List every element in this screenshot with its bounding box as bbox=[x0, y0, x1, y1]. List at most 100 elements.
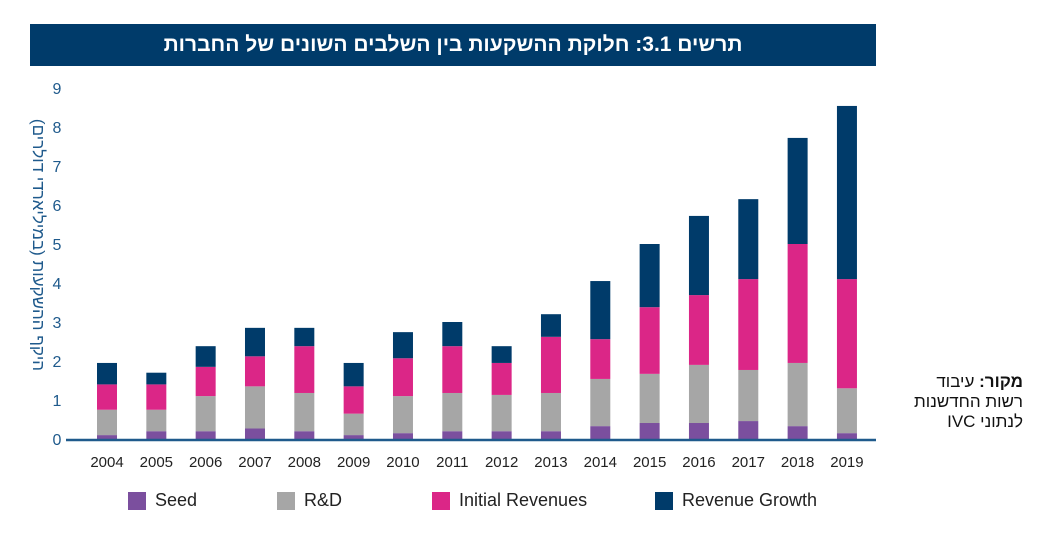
bar-initial-revenues-2005 bbox=[146, 384, 167, 410]
bar-revenue-growth-2012 bbox=[491, 346, 512, 363]
bar-r-d-2010 bbox=[392, 396, 413, 434]
bar-seed-2013 bbox=[540, 431, 561, 439]
y-tick-label: 0 bbox=[53, 432, 62, 449]
y-tick-label: 5 bbox=[53, 237, 62, 254]
bar-initial-revenues-2012 bbox=[491, 362, 512, 395]
bar-r-d-2007 bbox=[244, 386, 265, 429]
bar-revenue-growth-2018 bbox=[787, 137, 808, 244]
bar-revenue-growth-2019 bbox=[836, 105, 857, 280]
x-tick-label: 2018 bbox=[781, 454, 814, 471]
bar-initial-revenues-2007 bbox=[244, 356, 265, 387]
y-tick-label: 3 bbox=[53, 315, 62, 332]
x-tick-label: 2006 bbox=[189, 454, 222, 471]
x-tick-label: 2014 bbox=[584, 454, 617, 471]
x-tick-label: 2005 bbox=[140, 454, 173, 471]
bar-initial-revenues-2008 bbox=[294, 346, 315, 393]
bar-revenue-growth-2009 bbox=[343, 362, 364, 387]
bar-seed-2009 bbox=[343, 435, 364, 439]
bar-r-d-2015 bbox=[639, 373, 660, 424]
source-line2: רשות החדשנות bbox=[914, 392, 1023, 411]
bar-seed-2004 bbox=[97, 435, 117, 439]
bar-r-d-2018 bbox=[787, 362, 808, 427]
bar-initial-revenues-2019 bbox=[836, 279, 857, 389]
bar-seed-2019 bbox=[836, 433, 857, 439]
bar-seed-2011 bbox=[442, 431, 463, 439]
bar-seed-2010 bbox=[392, 433, 413, 439]
bar-seed-2014 bbox=[590, 426, 611, 439]
bar-seed-2006 bbox=[195, 431, 216, 439]
bar-revenue-growth-2011 bbox=[442, 322, 463, 347]
bar-initial-revenues-2009 bbox=[343, 386, 364, 414]
x-tick-label: 2004 bbox=[90, 454, 123, 471]
bar-revenue-growth-2013 bbox=[540, 314, 561, 337]
bar-r-d-2013 bbox=[540, 392, 561, 432]
bar-revenue-growth-2008 bbox=[294, 327, 315, 347]
legend-label: Seed bbox=[155, 490, 198, 510]
chart-title: תרשים 3.1: חלוקת ההשקעות בין השלבים השונ… bbox=[30, 24, 876, 66]
y-tick-label: 8 bbox=[53, 120, 62, 137]
y-tick-label: 6 bbox=[53, 198, 62, 215]
legend-label: Initial Revenues bbox=[459, 490, 588, 510]
bar-initial-revenues-2015 bbox=[639, 307, 660, 374]
y-tick-label: 9 bbox=[53, 81, 62, 98]
x-tick-label: 2007 bbox=[238, 454, 271, 471]
bar-initial-revenues-2004 bbox=[97, 384, 117, 410]
legend-swatch bbox=[277, 491, 295, 510]
bar-seed-2012 bbox=[491, 431, 512, 439]
bar-seed-2005 bbox=[146, 431, 167, 439]
bar-revenue-growth-2015 bbox=[639, 244, 660, 308]
bar-initial-revenues-2013 bbox=[540, 336, 561, 393]
bar-initial-revenues-2017 bbox=[738, 279, 759, 370]
bar-revenue-growth-2004 bbox=[97, 362, 117, 385]
x-tick-label: 2012 bbox=[485, 454, 518, 471]
x-tick-label: 2008 bbox=[288, 454, 321, 471]
bar-revenue-growth-2014 bbox=[590, 281, 611, 340]
legend-item-initial-revenues: Initial Revenues bbox=[432, 490, 587, 511]
source-line1: עיבוד bbox=[936, 372, 975, 391]
source-label: מקור: bbox=[979, 372, 1023, 391]
bar-seed-2007 bbox=[244, 428, 265, 439]
y-axis-label: היקף ההשקעות (במיליארדי דולרים) bbox=[29, 118, 48, 372]
bar-r-d-2011 bbox=[442, 392, 463, 432]
bar-r-d-2019 bbox=[836, 388, 857, 434]
legend-swatch bbox=[655, 491, 673, 510]
bar-r-d-2016 bbox=[688, 364, 709, 424]
x-tick-label: 2019 bbox=[830, 454, 863, 471]
bar-r-d-2008 bbox=[294, 392, 315, 432]
y-tick-label: 7 bbox=[53, 159, 62, 176]
x-tick-label: 2011 bbox=[436, 454, 468, 471]
bar-r-d-2006 bbox=[195, 396, 216, 432]
bar-r-d-2005 bbox=[146, 409, 167, 432]
bar-seed-2008 bbox=[294, 431, 315, 439]
bar-revenue-growth-2010 bbox=[392, 332, 413, 359]
legend-label: Revenue Growth bbox=[682, 490, 818, 510]
bar-initial-revenues-2018 bbox=[787, 244, 808, 363]
legend-swatch bbox=[128, 491, 146, 510]
bar-seed-2015 bbox=[639, 423, 660, 439]
bar-revenue-growth-2005 bbox=[146, 372, 167, 385]
bar-revenue-growth-2017 bbox=[738, 199, 759, 280]
bar-revenue-growth-2016 bbox=[688, 215, 709, 296]
bar-initial-revenues-2014 bbox=[590, 339, 611, 379]
bar-r-d-2017 bbox=[738, 369, 759, 422]
x-tick-label: 2017 bbox=[732, 454, 765, 471]
bar-revenue-growth-2007 bbox=[244, 327, 265, 357]
bar-r-d-2009 bbox=[343, 413, 364, 436]
legend-label: R&D bbox=[304, 490, 343, 510]
bar-r-d-2014 bbox=[590, 378, 611, 427]
legend-item-seed: Seed bbox=[128, 490, 197, 511]
bar-revenue-growth-2006 bbox=[195, 346, 216, 367]
y-tick-label: 4 bbox=[53, 276, 62, 293]
bar-seed-2018 bbox=[787, 426, 808, 439]
source-line3: לנתוני IVC bbox=[947, 412, 1023, 431]
x-tick-label: 2015 bbox=[633, 454, 666, 471]
x-tick-label: 2010 bbox=[386, 454, 419, 471]
bar-r-d-2012 bbox=[491, 394, 512, 432]
source-note: מקור: עיבוד רשות החדשנות לנתוני IVC bbox=[914, 372, 1023, 432]
bar-seed-2016 bbox=[688, 423, 709, 439]
bar-initial-revenues-2016 bbox=[688, 295, 709, 365]
legend-item-rd: R&D bbox=[277, 490, 342, 511]
bar-initial-revenues-2006 bbox=[195, 366, 216, 397]
legend-swatch bbox=[432, 491, 450, 510]
x-tick-label: 2016 bbox=[682, 454, 715, 471]
